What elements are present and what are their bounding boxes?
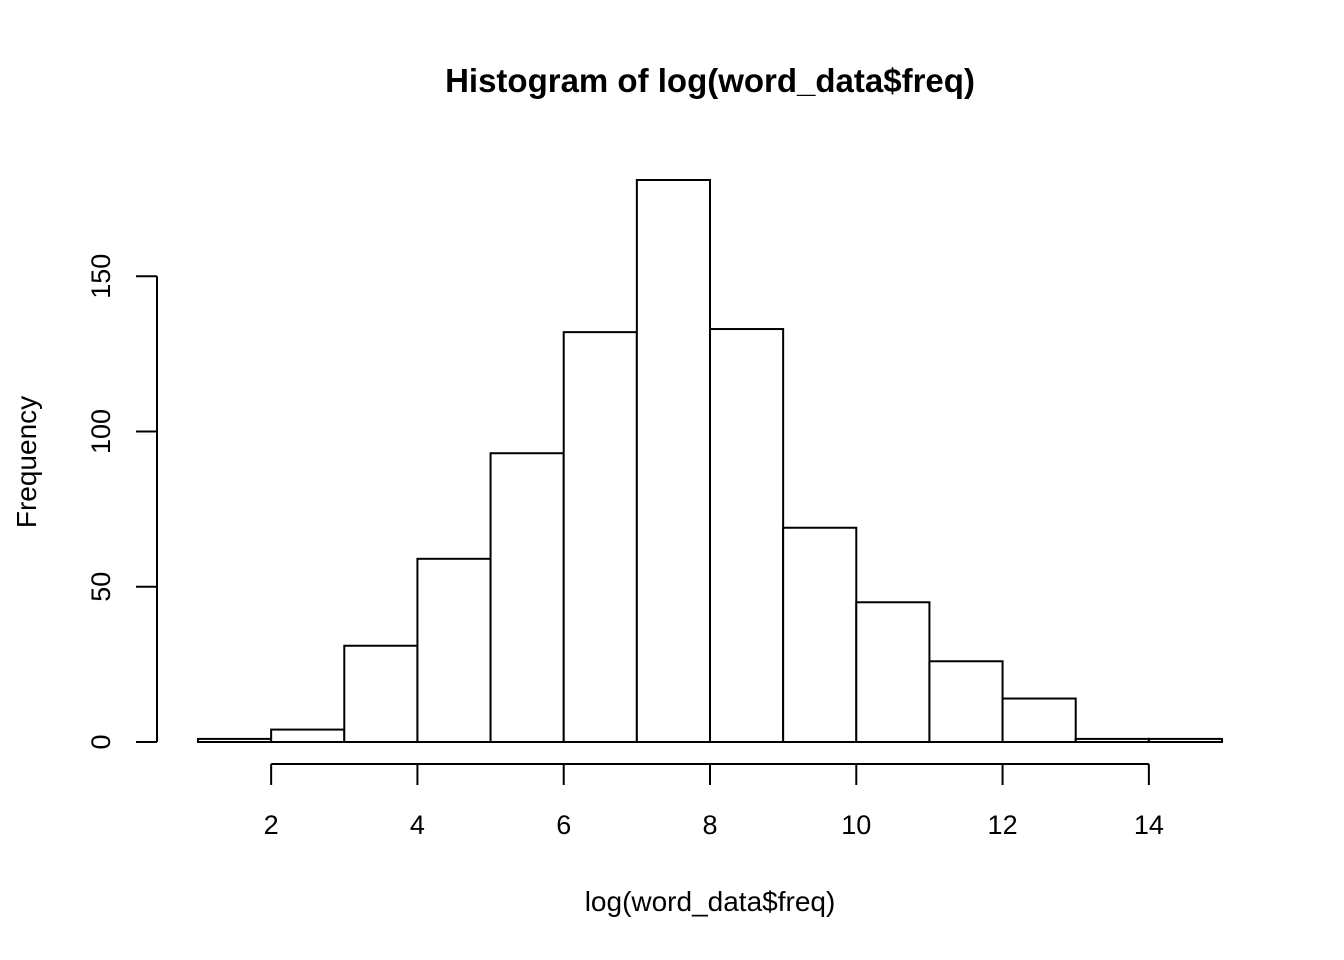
y-axis: 0 50 100 150 [86, 254, 158, 750]
histogram-bar [343, 644, 419, 743]
x-tick-label: 2 [264, 810, 279, 840]
histogram-bar [928, 660, 1004, 743]
histogram-bar [1147, 737, 1224, 743]
x-tick-label: 10 [841, 810, 871, 840]
y-tick-label: 100 [86, 409, 116, 454]
histogram-bar [782, 526, 858, 743]
x-tick-label: 8 [702, 810, 717, 840]
histogram-bar [562, 331, 638, 743]
x-axis-label: log(word_data$freq) [585, 886, 836, 917]
x-tick-label: 12 [988, 810, 1018, 840]
x-tick-label: 14 [1134, 810, 1164, 840]
y-axis-label: Frequency [11, 396, 42, 528]
histogram-bar [489, 452, 565, 743]
histogram-bar [709, 328, 785, 743]
bars-group [197, 179, 1224, 744]
y-tick-label: 0 [86, 734, 116, 749]
histogram-bar [197, 737, 273, 743]
chart-title: Histogram of log(word_data$freq) [445, 62, 975, 99]
histogram-bar [270, 728, 346, 744]
histogram-bar [1074, 737, 1150, 743]
y-tick-label: 50 [86, 572, 116, 602]
histogram-bar [855, 601, 931, 743]
histogram-bar [1001, 697, 1077, 744]
x-axis: 2 4 6 8 10 12 14 [264, 763, 1164, 840]
histogram-bar [416, 557, 492, 744]
histogram-bar [635, 179, 711, 743]
x-tick-label: 6 [556, 810, 571, 840]
y-tick-label: 150 [86, 254, 116, 299]
x-tick-label: 4 [410, 810, 425, 840]
